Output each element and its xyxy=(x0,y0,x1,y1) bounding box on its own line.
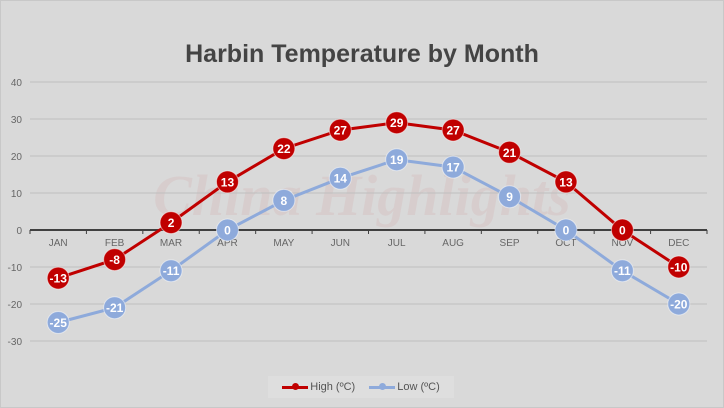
data-label: 22 xyxy=(277,142,291,156)
data-label: -21 xyxy=(106,301,124,315)
x-tick-label: NOV xyxy=(612,238,634,249)
data-label: -11 xyxy=(614,264,631,278)
legend-item-high: High (ºC) xyxy=(282,381,355,393)
x-tick-label: AUG xyxy=(442,238,464,249)
data-label: 27 xyxy=(446,124,460,138)
data-label: 0 xyxy=(224,224,231,238)
data-point xyxy=(46,266,70,290)
data-point xyxy=(498,185,522,209)
data-label: 17 xyxy=(446,161,460,175)
data-point xyxy=(610,218,634,242)
data-label: 0 xyxy=(563,224,570,238)
x-tick-label: MAY xyxy=(273,238,294,249)
data-point xyxy=(103,296,127,320)
data-point xyxy=(385,111,409,135)
x-tick-label: MAR xyxy=(160,238,182,249)
y-tick-label: -10 xyxy=(8,263,23,274)
data-point xyxy=(385,148,409,172)
data-label: 2 xyxy=(168,216,175,230)
y-tick-label: 10 xyxy=(11,189,23,200)
y-tick-label: -30 xyxy=(8,337,23,348)
data-point xyxy=(215,170,239,194)
legend-swatch-high xyxy=(282,383,309,390)
data-label: 8 xyxy=(281,194,288,208)
legend-item-low: Low (ºC) xyxy=(369,381,440,393)
data-label: 13 xyxy=(221,175,235,189)
data-point xyxy=(215,218,239,242)
data-label: -10 xyxy=(670,261,688,275)
data-label: -20 xyxy=(670,298,688,312)
data-point xyxy=(610,259,634,283)
data-point xyxy=(328,118,352,142)
data-point xyxy=(272,137,296,161)
x-tick-label: FEB xyxy=(105,238,125,249)
data-point xyxy=(441,155,465,179)
data-label: 19 xyxy=(390,153,404,167)
data-point xyxy=(498,140,522,164)
y-tick-label: -20 xyxy=(8,300,23,311)
x-tick-label: JAN xyxy=(49,238,68,249)
x-tick-label: APR xyxy=(217,238,238,249)
chart-title: Harbin Temperature by Month xyxy=(185,40,539,68)
data-label: 21 xyxy=(503,146,517,160)
legend-label-high: High (ºC) xyxy=(310,381,356,393)
data-point xyxy=(554,170,578,194)
y-tick-label: 30 xyxy=(11,115,23,126)
data-point xyxy=(103,248,127,272)
data-point xyxy=(328,166,352,190)
data-label: 0 xyxy=(619,224,626,238)
x-tick-label: JUN xyxy=(331,238,350,249)
data-label: -25 xyxy=(50,316,68,330)
y-tick-label: 40 xyxy=(11,78,23,89)
x-tick-label: SEP xyxy=(500,238,520,249)
data-label: -11 xyxy=(163,264,180,278)
data-point xyxy=(667,255,691,279)
x-tick-label: JUL xyxy=(388,238,406,249)
legend-swatch-low xyxy=(369,383,396,390)
data-label: 13 xyxy=(559,175,573,189)
x-tick-label: DEC xyxy=(668,238,689,249)
data-point xyxy=(46,311,70,334)
data-label: -13 xyxy=(50,272,68,286)
legend-label-low: Low (ºC) xyxy=(397,381,440,393)
data-point xyxy=(159,211,183,235)
data-label: 27 xyxy=(334,124,348,138)
data-point xyxy=(159,259,183,283)
data-label: 29 xyxy=(390,116,404,130)
data-label: 14 xyxy=(334,172,348,186)
data-point xyxy=(554,218,578,242)
legend: High (ºC) Low (ºC) xyxy=(268,376,454,398)
y-tick-label: 0 xyxy=(16,226,22,237)
data-point xyxy=(441,118,465,142)
data-label: 9 xyxy=(506,190,513,204)
data-point xyxy=(272,188,296,212)
data-point xyxy=(667,292,691,316)
data-label: -8 xyxy=(109,253,120,267)
x-tick-label: OCT xyxy=(555,238,576,249)
y-tick-label: 20 xyxy=(11,152,23,163)
